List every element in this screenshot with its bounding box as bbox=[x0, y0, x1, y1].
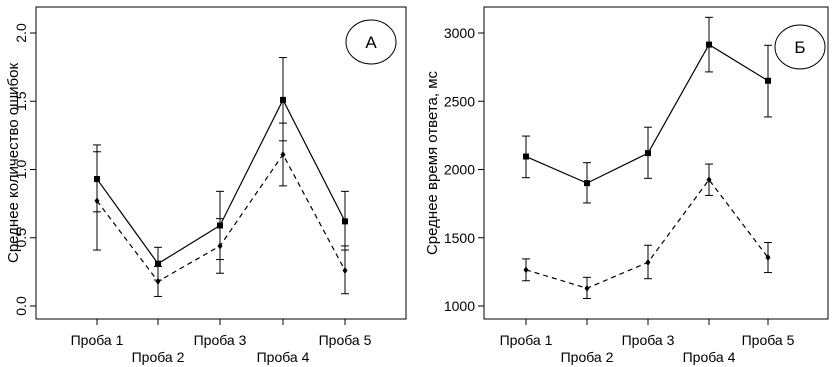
series-line bbox=[96, 98, 346, 265]
data-point-diamond bbox=[523, 266, 529, 274]
data-point-diamond bbox=[94, 197, 100, 205]
data-point-diamond bbox=[342, 267, 348, 275]
chart-panel-2: 1000 1500 2000 2500 3000 Проба 1 Проба 2 Проба … bbox=[424, 6, 829, 365]
series-line bbox=[96, 153, 346, 283]
data-point-square bbox=[765, 77, 771, 84]
x-tick-label: Проба 5 bbox=[742, 332, 795, 348]
x-tick-label: Проба 5 bbox=[319, 332, 372, 348]
plot-frame bbox=[483, 6, 829, 320]
y-tick-label: 2.0 bbox=[13, 23, 29, 43]
data-point-diamond bbox=[645, 258, 651, 266]
plot-frame bbox=[35, 6, 407, 320]
panel-label-badge bbox=[345, 19, 397, 65]
x-tick-label: Проба 1 bbox=[500, 332, 553, 348]
y-tick-label: 1000 bbox=[444, 298, 475, 314]
x-tick-label: Проба 4 bbox=[683, 349, 736, 365]
series-line bbox=[525, 178, 769, 289]
data-point-square bbox=[584, 180, 590, 187]
y-tick-label: 3000 bbox=[444, 25, 475, 41]
x-tick-label: Проба 3 bbox=[622, 332, 675, 348]
data-point-square bbox=[280, 96, 286, 103]
y-tick-label: 2500 bbox=[444, 93, 475, 109]
y-tick-label: 1.0 bbox=[13, 160, 29, 180]
panel-label-badge bbox=[774, 24, 826, 70]
x-tick-label: Проба 1 bbox=[71, 332, 124, 348]
data-point-square bbox=[342, 218, 348, 225]
y-tick-label: 1.5 bbox=[13, 91, 29, 111]
y-axis-title: Среднее количество ошибок bbox=[5, 63, 22, 263]
panel-label: Б bbox=[794, 38, 805, 57]
series-dashed bbox=[522, 163, 772, 299]
data-point-square bbox=[645, 150, 651, 157]
data-point-diamond bbox=[155, 277, 161, 285]
y-tick-label: 1500 bbox=[444, 230, 475, 246]
data-point-square bbox=[523, 153, 529, 160]
y-tick-label: 0.5 bbox=[13, 228, 29, 248]
series-solid bbox=[522, 16, 772, 204]
series-dashed bbox=[93, 122, 349, 297]
y-tick-label: 2000 bbox=[444, 162, 475, 178]
data-point-diamond bbox=[765, 254, 771, 262]
data-point-diamond bbox=[280, 150, 286, 158]
y-axis-title: Среднее время ответа, мс bbox=[424, 70, 441, 255]
data-point-diamond bbox=[217, 242, 223, 250]
x-tick-label: Проба 4 bbox=[257, 349, 310, 365]
x-tick-label: Проба 3 bbox=[194, 332, 247, 348]
data-point-square bbox=[706, 41, 712, 48]
y-tick-label: 0.0 bbox=[13, 296, 29, 316]
chart-panel-1: 0.0 0.5 1.0 1.5 2.0 Проба 1 Проба 2 Проба 3 Проб… bbox=[5, 6, 407, 365]
data-point-diamond bbox=[584, 284, 590, 292]
panel-label: А bbox=[365, 33, 377, 52]
x-tick-label: Проба 2 bbox=[561, 349, 614, 365]
x-tick-label: Проба 2 bbox=[132, 349, 185, 365]
data-point-square bbox=[155, 260, 161, 267]
series-line bbox=[525, 43, 769, 184]
data-point-diamond bbox=[706, 176, 712, 184]
